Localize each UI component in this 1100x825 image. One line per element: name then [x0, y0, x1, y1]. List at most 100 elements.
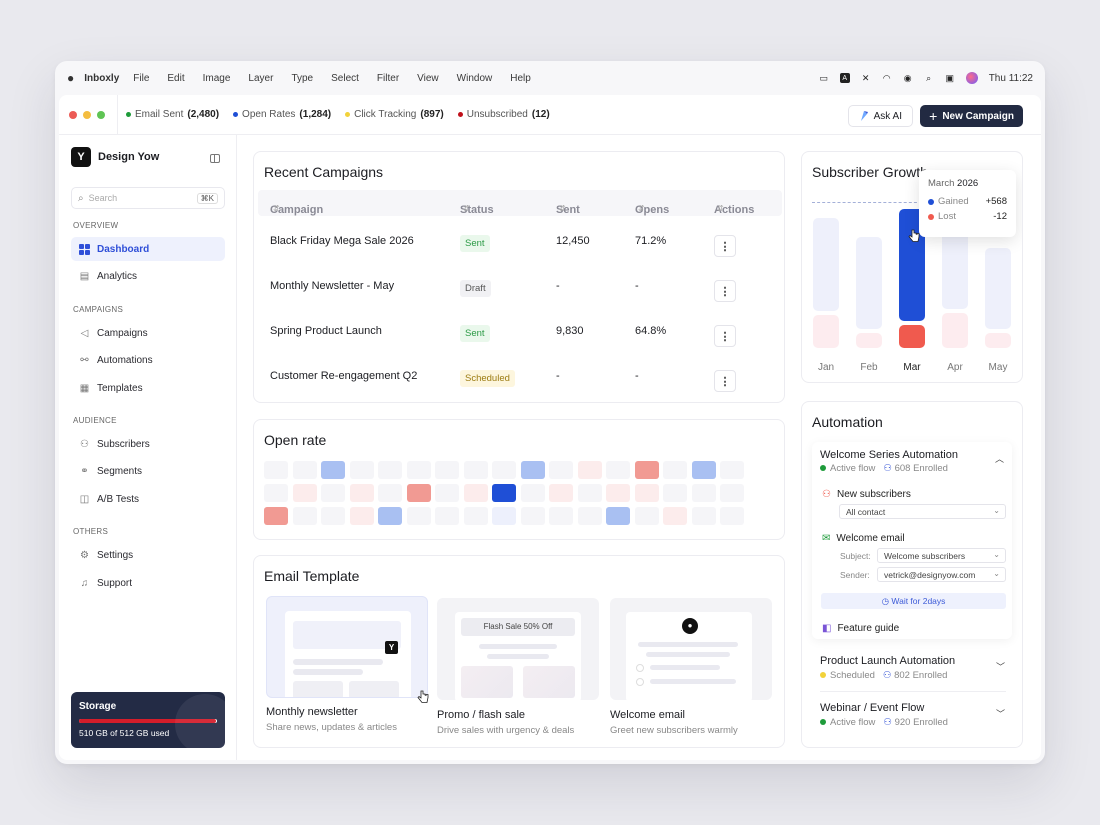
search-input[interactable]: ⌕ Search ⌘K [71, 187, 225, 209]
menu-filter[interactable]: Filter [376, 72, 400, 84]
heatmap-cell [463, 507, 488, 525]
app-name[interactable]: Inboxly [84, 72, 120, 84]
font-icon[interactable]: A [839, 73, 850, 83]
mute-icon[interactable]: ✕ [861, 72, 870, 83]
close-window-button[interactable] [69, 110, 77, 119]
sidebar-item-subscribers[interactable]: ⚇ Subscribers [71, 432, 225, 456]
apple-icon[interactable]: ● [67, 71, 75, 85]
sidebar-item-ab-tests[interactable]: ◫ A/B Tests [71, 487, 225, 511]
trigger-audience-select[interactable]: All contact ⌄ [839, 504, 1006, 519]
section-audience: AUDIENCE [73, 416, 117, 425]
siri-icon[interactable] [965, 72, 978, 84]
preview-block [461, 666, 513, 698]
wifi-icon[interactable]: ◠ [882, 72, 891, 83]
menu-help[interactable]: Help [510, 72, 531, 84]
templates-icon: ▦ [79, 382, 90, 394]
new-campaign-button[interactable]: + New Campaign [920, 105, 1023, 127]
bar-lost-mar[interactable] [899, 325, 925, 348]
heatmap-cell [321, 507, 345, 525]
chevron-up-icon[interactable]: ︿ [995, 454, 1005, 464]
heatmap-cell [264, 461, 288, 479]
clock-icon: ◷ [881, 596, 890, 606]
sidebar-item-automations[interactable]: ⚯ Automations [71, 348, 225, 372]
menu-file[interactable]: File [133, 72, 150, 84]
control-center-icon[interactable]: ▣ [945, 72, 954, 83]
heatmap-cell [492, 507, 516, 525]
sidebar-item-support[interactable]: ♫ Support [71, 571, 225, 595]
preview-block [293, 621, 401, 649]
stat-value: (12) [531, 109, 550, 120]
bar-gained-may[interactable] [985, 248, 1011, 329]
sender-select[interactable]: vetrick@designyow.com ⌄ [877, 567, 1006, 582]
flow-name: Webinar / Event Flow [820, 702, 925, 714]
chevron-down-icon[interactable]: ﹀ [996, 662, 1006, 672]
template-monthly-newsletter[interactable]: Y [266, 596, 428, 698]
template-preview: ● [626, 612, 752, 700]
campaign-name: Monthly Newsletter - May [270, 280, 395, 292]
more-actions-button[interactable]: ⋮ [714, 370, 736, 392]
feature-guide-step[interactable]: ◧ Feature guide [822, 623, 899, 634]
section-campaigns: CAMPAIGNS [73, 305, 124, 314]
stats-bar: Email Sent (2,480) Open Rates (1,284) Cl… [117, 95, 550, 135]
menu-edit[interactable]: Edit [167, 72, 185, 84]
brand[interactable]: Y Design Yow [71, 147, 159, 167]
automation-flow-expanded[interactable]: Welcome Series Automation ︿ Active flow … [812, 442, 1012, 639]
bar-lost-feb[interactable] [856, 333, 882, 348]
sparkle-icon [860, 111, 868, 121]
bar-gained-jan[interactable] [813, 218, 839, 311]
maximize-window-button[interactable] [97, 110, 105, 119]
status-dot [233, 112, 239, 117]
status-badge: Scheduled [460, 370, 515, 387]
heatmap-cell [663, 507, 687, 525]
stat-label: Click Tracking [354, 109, 417, 120]
email-step-label: Welcome email [836, 533, 905, 544]
minimize-window-button[interactable] [83, 110, 91, 119]
more-actions-button[interactable]: ⋮ [714, 325, 736, 347]
heatmap-cell [463, 461, 488, 479]
more-actions-button[interactable]: ⋮ [714, 280, 736, 302]
subject-select[interactable]: Welcome subscribers ⌄ [877, 548, 1006, 563]
bar-lost-jan[interactable] [813, 315, 839, 348]
table-row[interactable]: Monthly Newsletter - May Draft - - ⋮ [258, 265, 782, 310]
sidebar-item-settings[interactable]: ⚙ Settings [71, 543, 225, 567]
menu-type[interactable]: Type [291, 72, 314, 84]
spotlight-icon[interactable]: ⌕ [926, 72, 932, 83]
bar-lost-may[interactable] [985, 333, 1011, 348]
wait-step[interactable]: ◷ Wait for 2days [821, 593, 1006, 609]
heatmap-cell [606, 461, 630, 479]
ask-ai-button[interactable]: Ask AI [847, 105, 913, 127]
bullet-icon [636, 678, 644, 686]
sidebar-item-segments[interactable]: ⚭ Segments [71, 459, 225, 483]
more-actions-button[interactable]: ⋮ [714, 235, 736, 257]
display-icon[interactable]: ▭ [819, 72, 828, 83]
template-welcome-email[interactable]: ● [610, 598, 772, 700]
heatmap-cell [577, 507, 602, 525]
table-row[interactable]: Black Friday Mega Sale 2026 Sent 12,450 … [258, 220, 782, 265]
sidebar-toggle-icon[interactable] [210, 154, 220, 163]
stat-label: Unsubscribed [466, 109, 528, 120]
storage-card[interactable]: Storage 510 GB of 512 GB used [71, 692, 225, 748]
status-badge: Sent [460, 325, 490, 342]
template-promo-flash-sale[interactable]: Flash Sale 50% Off [437, 598, 599, 700]
table-row[interactable]: Customer Re-engagement Q2 Scheduled - - … [258, 355, 782, 400]
menu-view[interactable]: View [417, 72, 439, 84]
heatmap-cell [549, 461, 573, 479]
heatmap-cell [321, 461, 345, 479]
open-rate: 71.2% [635, 235, 667, 247]
user-icon[interactable]: ◉ [903, 72, 912, 83]
bar-gained-feb[interactable] [856, 237, 882, 329]
sidebar-item-dashboard[interactable]: Dashboard [71, 237, 225, 261]
bar-lost-apr[interactable] [942, 313, 968, 348]
menu-layer[interactable]: Layer [248, 72, 274, 84]
sent-count: - [556, 280, 560, 292]
table-row[interactable]: Spring Product Launch Sent 9,830 64.8% ⋮ [258, 310, 782, 355]
tooltip-month: March [928, 178, 955, 189]
sidebar-item-templates[interactable]: ▦ Templates [71, 376, 225, 400]
flow-name: Product Launch Automation [820, 655, 956, 667]
chevron-down-icon[interactable]: ﹀ [996, 709, 1006, 719]
sidebar-item-campaigns[interactable]: ◁ Campaigns [71, 321, 225, 345]
menu-window[interactable]: Window [456, 72, 493, 84]
menu-select[interactable]: Select [331, 72, 359, 84]
sidebar-item-analytics[interactable]: ▤ Analytics [71, 264, 225, 288]
menu-image[interactable]: Image [202, 72, 231, 84]
